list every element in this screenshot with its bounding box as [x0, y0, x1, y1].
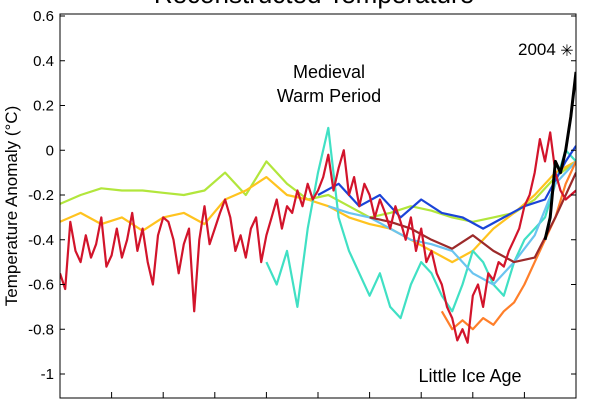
- y-tick-label: 0.2: [33, 98, 54, 115]
- medieval-label-line1: Medieval: [293, 62, 365, 82]
- series-line-5: [440, 160, 576, 331]
- y-tick-label: -0.6: [28, 277, 54, 294]
- y-tick-label: 0.4: [33, 53, 54, 70]
- y-tick-label: -1: [41, 366, 54, 383]
- series-line-2: [265, 126, 576, 320]
- y-tick-label: -0.2: [28, 187, 54, 204]
- series-line-3: [317, 145, 576, 230]
- y-tick-label: -0.8: [28, 321, 54, 338]
- y-axis: 0.6 0.4 0.2 0 -0.2 -0.4 -0.6 -0.8 -1: [28, 8, 576, 383]
- series-line-0: [60, 160, 576, 223]
- series-line-7: [60, 131, 576, 344]
- series-line-8: [543, 71, 576, 241]
- y-tick-label: 0.6: [33, 8, 54, 25]
- chart-title: Reconstructed Temperature: [154, 0, 474, 9]
- medieval-label-line2: Warm Period: [277, 86, 381, 106]
- year-2004-label: 2004: [518, 40, 556, 59]
- series-line-6: [369, 172, 576, 264]
- y-tick-label: 0: [46, 142, 54, 159]
- y-tick-label: -0.4: [28, 232, 54, 249]
- x-axis: [59, 392, 577, 398]
- little-ice-age-label: Little Ice Age: [418, 366, 521, 386]
- series-line-1: [60, 160, 576, 264]
- y-axis-label: Temperature Anomaly (°C): [2, 106, 21, 306]
- series-layer: [60, 71, 576, 344]
- year-2004-marker-icon: ✳: [560, 41, 573, 60]
